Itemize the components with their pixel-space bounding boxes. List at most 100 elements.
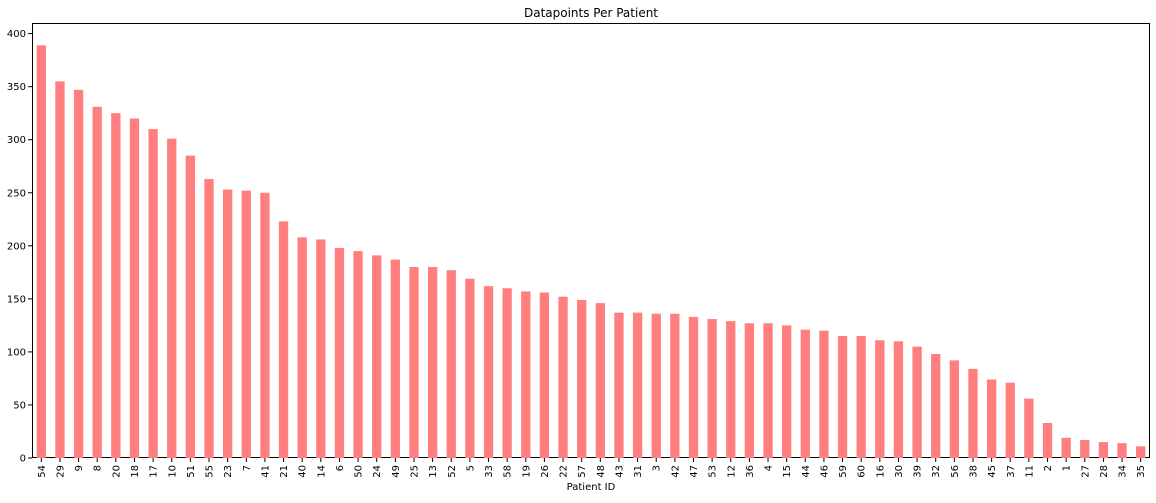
x-tick-label: 6 [335,465,346,471]
bar-54 [36,45,46,458]
x-tick-label: 15 [782,465,793,478]
x-tick-label: 60 [857,465,868,478]
bar-6 [334,247,345,458]
bar-19 [521,291,531,458]
bar-37 [1005,382,1015,458]
x-tick-label: 5 [465,465,476,471]
x-tick-label: 47 [689,465,700,478]
bar-15 [781,325,792,458]
bar-34 [1117,443,1127,458]
x-tick-label: 50 [354,465,365,478]
x-tick-label: 58 [503,465,514,478]
bar-26 [539,292,550,458]
bar-38 [968,368,978,458]
bar-36 [744,323,755,458]
bar-43 [614,312,624,458]
bar-55 [204,178,214,458]
bar-20 [111,113,121,459]
plot-frame [32,23,1150,458]
x-tick-label: 46 [819,465,830,478]
x-tick-label: 53 [708,465,719,478]
bar-48 [595,303,605,458]
x-tick-label: 8 [93,465,104,471]
x-tick-label: 57 [577,465,588,478]
bar-16 [875,340,885,458]
x-tick-label: 21 [279,465,290,478]
x-tick-label: 39 [913,465,924,478]
x-tick-label: 14 [316,465,327,478]
x-tick-label: 34 [1118,465,1129,478]
x-tick-label: 20 [111,465,122,478]
x-tick-label: 4 [764,465,775,471]
y-tick-label: 200 [7,241,26,252]
x-tick-label: 32 [931,465,942,478]
x-tick-label: 29 [55,465,66,478]
bar-33 [483,286,494,458]
x-tick-label: 23 [223,465,234,478]
bar-24 [372,255,382,458]
x-tick-label: 7 [242,465,253,471]
x-tick-label: 2 [1043,465,1054,471]
x-tick-label: 43 [614,465,625,478]
y-tick-label: 150 [7,294,26,305]
bar-9 [73,89,84,458]
x-tick-label: 38 [968,465,979,478]
y-tick-label: 100 [7,347,26,358]
x-tick-label: 18 [130,465,141,478]
x-tick-label: 17 [149,465,160,478]
x-tick-label: 24 [372,465,383,478]
x-tick-label: 49 [391,465,402,478]
x-tick-label: 48 [596,465,607,478]
x-tick-label: 1 [1062,465,1073,471]
bar-2 [1042,422,1053,458]
x-tick-label: 12 [726,465,737,478]
bar-11 [1024,398,1034,458]
bar-14 [316,239,326,458]
x-tick-label: 52 [447,465,458,478]
bar-40 [297,237,307,458]
bar-1 [1061,437,1071,458]
chart-title: Datapoints Per Patient [524,6,658,20]
x-tick-label: 33 [484,465,495,478]
y-tick-label: 350 [7,82,26,93]
bar-21 [278,221,289,458]
bar-39 [912,346,922,458]
y-axis: 0 50 100 150 200 250 300 350 400 [7,29,32,465]
bar-8 [92,106,102,458]
x-tick-label: 9 [74,465,85,471]
bar-58 [502,288,512,458]
x-tick-label: 11 [1024,465,1035,478]
bar-30 [893,341,904,458]
x-tick-label: 51 [186,465,197,478]
x-tick-label: 40 [298,465,309,478]
x-tick-label: 36 [745,465,756,478]
bar-23 [222,189,233,458]
bar-29 [55,81,65,458]
x-tick-label: 44 [801,465,812,478]
bar-42 [670,313,680,458]
x-tick-label: 19 [521,465,532,478]
bar-12 [726,321,736,458]
x-tick-label: 25 [409,465,420,478]
x-tick-label: 22 [559,465,570,478]
x-tick-label: 31 [633,465,644,478]
x-tick-label: 55 [205,465,216,478]
bar-47 [688,316,699,458]
x-tick-label: 30 [894,465,905,478]
bar-17 [148,129,158,458]
x-tick-label: 35 [1136,465,1147,478]
bar-51 [185,155,196,458]
bar-18 [129,118,140,459]
bar-28 [1098,442,1109,458]
x-tick-label: 59 [838,465,849,478]
bar-49 [390,259,401,458]
y-tick-label: 400 [7,29,26,40]
bar-35 [1136,446,1146,458]
bar-46 [819,330,829,458]
bar-56 [949,360,960,458]
bar-50 [353,251,363,458]
x-tick-label: 45 [987,465,998,478]
bar-7 [241,190,251,458]
x-tick-label: 41 [260,465,271,478]
